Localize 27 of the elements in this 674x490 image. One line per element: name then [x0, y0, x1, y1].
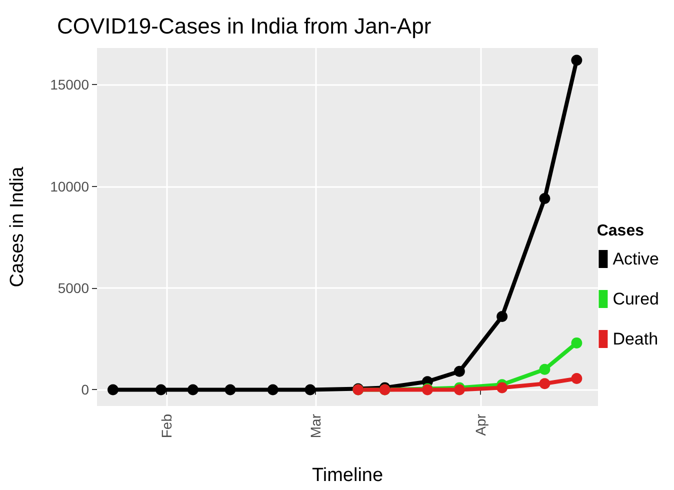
- point: [155, 384, 166, 396]
- point: [187, 384, 198, 396]
- x-tick-label: Mar: [308, 414, 324, 438]
- point: [571, 373, 582, 384]
- y-tick-label: 15000: [50, 76, 90, 93]
- y-tick-label: 5000: [58, 280, 90, 296]
- legend-title: Cases: [596, 222, 644, 240]
- point: [108, 384, 118, 396]
- point: [539, 193, 550, 204]
- x-tick-label: Feb: [158, 414, 174, 438]
- chart-title: COVID19-Cases in India from Jan-Apr: [57, 14, 432, 38]
- y-tick-label: 10000: [50, 178, 90, 194]
- point: [224, 384, 236, 396]
- point: [539, 378, 550, 390]
- point: [496, 382, 508, 394]
- point: [496, 311, 508, 322]
- legend-label: Active: [612, 250, 659, 268]
- y-axis-title: Cases in India: [7, 166, 28, 288]
- x-tick-label: Apr: [472, 414, 489, 436]
- y-tick-label: 0: [81, 382, 90, 398]
- legend-label: Death: [612, 330, 658, 348]
- point: [539, 364, 550, 375]
- x-axis-title: Timeline: [312, 465, 384, 486]
- point: [454, 366, 465, 377]
- point: [571, 337, 582, 348]
- legend-label: Cured: [612, 290, 660, 308]
- point: [571, 54, 582, 66]
